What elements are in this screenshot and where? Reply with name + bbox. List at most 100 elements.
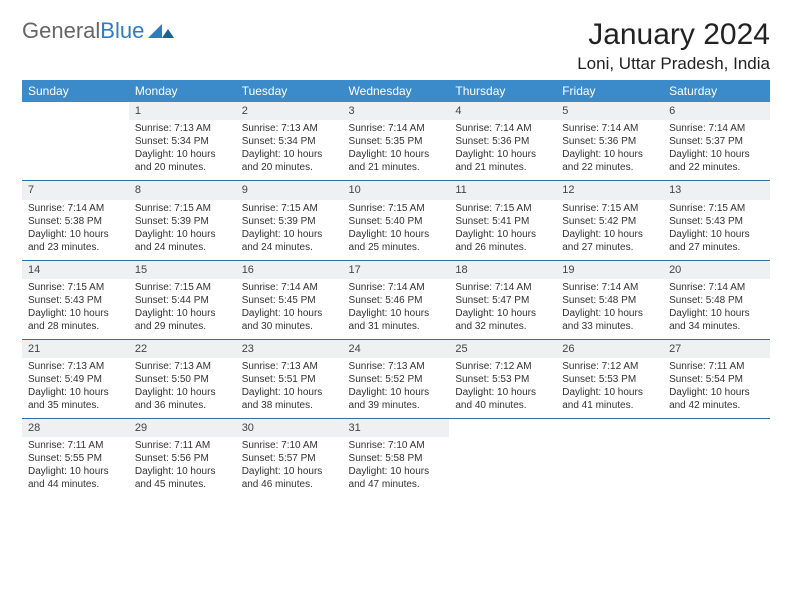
- day-number: 5: [556, 102, 663, 120]
- empty-day: [663, 419, 770, 491]
- calendar-day-cell: 17Sunrise: 7:14 AMSunset: 5:46 PMDayligh…: [343, 260, 450, 339]
- sunrise-line: Sunrise: 7:14 AM: [455, 122, 550, 135]
- sunset-line: Sunset: 5:47 PM: [455, 294, 550, 307]
- sunrise-line: Sunrise: 7:15 AM: [242, 202, 337, 215]
- daylight-line: Daylight: 10 hours and 25 minutes.: [349, 228, 444, 254]
- location: Loni, Uttar Pradesh, India: [577, 54, 770, 74]
- calendar-day-cell: 7Sunrise: 7:14 AMSunset: 5:38 PMDaylight…: [22, 181, 129, 260]
- day-number: 22: [129, 340, 236, 358]
- sunrise-line: Sunrise: 7:12 AM: [562, 360, 657, 373]
- daylight-line: Daylight: 10 hours and 33 minutes.: [562, 307, 657, 333]
- daylight-line: Daylight: 10 hours and 44 minutes.: [28, 465, 123, 491]
- day-number: 13: [663, 181, 770, 199]
- empty-day: [22, 102, 129, 174]
- calendar-body: 1Sunrise: 7:13 AMSunset: 5:34 PMDaylight…: [22, 102, 770, 497]
- daylight-line: Daylight: 10 hours and 29 minutes.: [135, 307, 230, 333]
- calendar-day-cell: [449, 419, 556, 498]
- sunrise-line: Sunrise: 7:13 AM: [135, 122, 230, 135]
- sunrise-line: Sunrise: 7:14 AM: [349, 281, 444, 294]
- sunrise-line: Sunrise: 7:14 AM: [349, 122, 444, 135]
- daylight-line: Daylight: 10 hours and 31 minutes.: [349, 307, 444, 333]
- calendar-day-cell: 3Sunrise: 7:14 AMSunset: 5:35 PMDaylight…: [343, 102, 450, 181]
- day-body: Sunrise: 7:11 AMSunset: 5:56 PMDaylight:…: [129, 437, 236, 497]
- calendar-day-cell: 13Sunrise: 7:15 AMSunset: 5:43 PMDayligh…: [663, 181, 770, 260]
- sunset-line: Sunset: 5:48 PM: [562, 294, 657, 307]
- sunrise-line: Sunrise: 7:12 AM: [455, 360, 550, 373]
- day-body: Sunrise: 7:14 AMSunset: 5:36 PMDaylight:…: [556, 120, 663, 180]
- sunrise-line: Sunrise: 7:15 AM: [135, 281, 230, 294]
- sunrise-line: Sunrise: 7:15 AM: [28, 281, 123, 294]
- day-number: 31: [343, 419, 450, 437]
- sunset-line: Sunset: 5:38 PM: [28, 215, 123, 228]
- weekday-header-cell: Monday: [129, 80, 236, 102]
- daylight-line: Daylight: 10 hours and 39 minutes.: [349, 386, 444, 412]
- calendar-week-row: 28Sunrise: 7:11 AMSunset: 5:55 PMDayligh…: [22, 419, 770, 498]
- sunrise-line: Sunrise: 7:14 AM: [669, 281, 764, 294]
- sunrise-line: Sunrise: 7:15 AM: [455, 202, 550, 215]
- day-number: 25: [449, 340, 556, 358]
- day-body: Sunrise: 7:14 AMSunset: 5:47 PMDaylight:…: [449, 279, 556, 339]
- sunset-line: Sunset: 5:55 PM: [28, 452, 123, 465]
- day-number: 14: [22, 261, 129, 279]
- calendar-day-cell: 8Sunrise: 7:15 AMSunset: 5:39 PMDaylight…: [129, 181, 236, 260]
- sunset-line: Sunset: 5:56 PM: [135, 452, 230, 465]
- day-number: 18: [449, 261, 556, 279]
- sunrise-line: Sunrise: 7:14 AM: [669, 122, 764, 135]
- sunrise-line: Sunrise: 7:11 AM: [135, 439, 230, 452]
- daylight-line: Daylight: 10 hours and 20 minutes.: [242, 148, 337, 174]
- day-body: Sunrise: 7:15 AMSunset: 5:43 PMDaylight:…: [663, 200, 770, 260]
- sunset-line: Sunset: 5:39 PM: [135, 215, 230, 228]
- sunset-line: Sunset: 5:49 PM: [28, 373, 123, 386]
- calendar-week-row: 7Sunrise: 7:14 AMSunset: 5:38 PMDaylight…: [22, 181, 770, 260]
- weekday-header-cell: Thursday: [449, 80, 556, 102]
- day-body: Sunrise: 7:15 AMSunset: 5:41 PMDaylight:…: [449, 200, 556, 260]
- day-number: 9: [236, 181, 343, 199]
- day-body: Sunrise: 7:14 AMSunset: 5:38 PMDaylight:…: [22, 200, 129, 260]
- sunrise-line: Sunrise: 7:14 AM: [562, 281, 657, 294]
- daylight-line: Daylight: 10 hours and 27 minutes.: [669, 228, 764, 254]
- calendar-table: SundayMondayTuesdayWednesdayThursdayFrid…: [22, 80, 770, 497]
- sunset-line: Sunset: 5:36 PM: [562, 135, 657, 148]
- daylight-line: Daylight: 10 hours and 22 minutes.: [562, 148, 657, 174]
- day-number: 24: [343, 340, 450, 358]
- daylight-line: Daylight: 10 hours and 24 minutes.: [242, 228, 337, 254]
- daylight-line: Daylight: 10 hours and 47 minutes.: [349, 465, 444, 491]
- day-number: 11: [449, 181, 556, 199]
- sunset-line: Sunset: 5:42 PM: [562, 215, 657, 228]
- sunset-line: Sunset: 5:46 PM: [349, 294, 444, 307]
- sunset-line: Sunset: 5:57 PM: [242, 452, 337, 465]
- day-number: 3: [343, 102, 450, 120]
- sunrise-line: Sunrise: 7:14 AM: [242, 281, 337, 294]
- calendar-day-cell: 20Sunrise: 7:14 AMSunset: 5:48 PMDayligh…: [663, 260, 770, 339]
- sunset-line: Sunset: 5:43 PM: [669, 215, 764, 228]
- weekday-header-cell: Wednesday: [343, 80, 450, 102]
- sunset-line: Sunset: 5:41 PM: [455, 215, 550, 228]
- calendar-day-cell: 28Sunrise: 7:11 AMSunset: 5:55 PMDayligh…: [22, 419, 129, 498]
- sunset-line: Sunset: 5:35 PM: [349, 135, 444, 148]
- day-body: Sunrise: 7:15 AMSunset: 5:43 PMDaylight:…: [22, 279, 129, 339]
- sunset-line: Sunset: 5:51 PM: [242, 373, 337, 386]
- month-title: January 2024: [577, 18, 770, 52]
- sunset-line: Sunset: 5:52 PM: [349, 373, 444, 386]
- daylight-line: Daylight: 10 hours and 20 minutes.: [135, 148, 230, 174]
- day-body: Sunrise: 7:13 AMSunset: 5:49 PMDaylight:…: [22, 358, 129, 418]
- day-body: Sunrise: 7:14 AMSunset: 5:37 PMDaylight:…: [663, 120, 770, 180]
- calendar-day-cell: [663, 419, 770, 498]
- day-body: Sunrise: 7:13 AMSunset: 5:52 PMDaylight:…: [343, 358, 450, 418]
- calendar-day-cell: 12Sunrise: 7:15 AMSunset: 5:42 PMDayligh…: [556, 181, 663, 260]
- sunset-line: Sunset: 5:54 PM: [669, 373, 764, 386]
- day-body: Sunrise: 7:15 AMSunset: 5:42 PMDaylight:…: [556, 200, 663, 260]
- sunrise-line: Sunrise: 7:15 AM: [135, 202, 230, 215]
- day-body: Sunrise: 7:11 AMSunset: 5:54 PMDaylight:…: [663, 358, 770, 418]
- day-number: 30: [236, 419, 343, 437]
- calendar-day-cell: [22, 102, 129, 181]
- day-body: Sunrise: 7:12 AMSunset: 5:53 PMDaylight:…: [556, 358, 663, 418]
- calendar-day-cell: 22Sunrise: 7:13 AMSunset: 5:50 PMDayligh…: [129, 339, 236, 418]
- sunset-line: Sunset: 5:53 PM: [562, 373, 657, 386]
- weekday-header-cell: Saturday: [663, 80, 770, 102]
- sunset-line: Sunset: 5:44 PM: [135, 294, 230, 307]
- sunset-line: Sunset: 5:45 PM: [242, 294, 337, 307]
- daylight-line: Daylight: 10 hours and 21 minutes.: [455, 148, 550, 174]
- sunrise-line: Sunrise: 7:13 AM: [242, 360, 337, 373]
- day-number: 2: [236, 102, 343, 120]
